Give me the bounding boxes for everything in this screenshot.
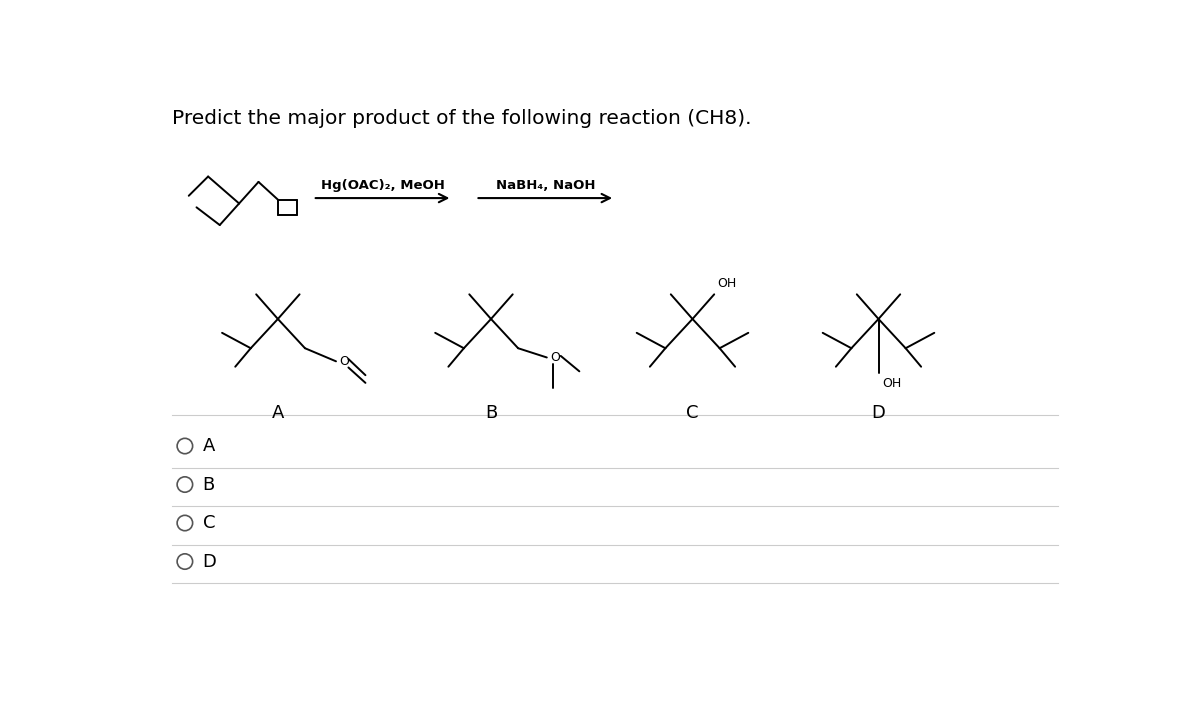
Text: D: D xyxy=(871,404,886,422)
Text: O: O xyxy=(340,355,349,368)
Text: B: B xyxy=(485,404,497,422)
Text: OH: OH xyxy=(882,376,901,390)
Text: NaBH₄, NaOH: NaBH₄, NaOH xyxy=(496,179,595,192)
Text: Predict the major product of the following reaction (CH8).: Predict the major product of the followi… xyxy=(172,109,751,128)
Text: A: A xyxy=(271,404,284,422)
Text: A: A xyxy=(203,437,215,455)
Text: B: B xyxy=(203,475,215,494)
Text: Hg(OAC)₂, MeOH: Hg(OAC)₂, MeOH xyxy=(320,179,444,192)
Text: O: O xyxy=(550,351,559,364)
Text: OH: OH xyxy=(718,277,737,290)
Text: D: D xyxy=(203,552,216,571)
Text: C: C xyxy=(686,404,698,422)
Text: C: C xyxy=(203,514,215,532)
